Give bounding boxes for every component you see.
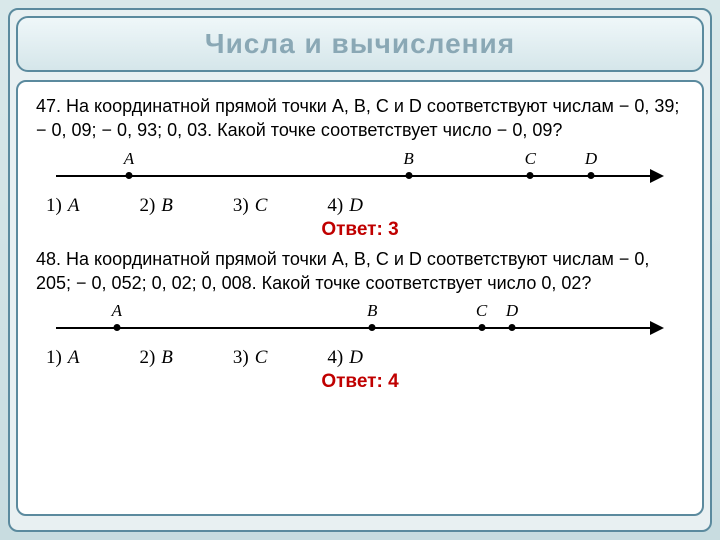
point-b	[369, 324, 376, 331]
problem-47-body: На координатной прямой точки A, B, C и D…	[36, 96, 679, 140]
label-a: A	[124, 149, 134, 169]
options-47: 1)A 2)B 3)C 4)D	[46, 195, 674, 217]
label-b: B	[367, 301, 377, 321]
answer-47: Ответ: 3	[36, 219, 684, 241]
point-c	[527, 172, 534, 179]
problem-47-text: 47. На координатной прямой точки A, B, C…	[36, 94, 684, 143]
number-line-48: A B C D	[56, 301, 664, 341]
point-d	[588, 172, 595, 179]
option-4: 4)D	[327, 347, 363, 369]
option-2: 2)B	[139, 195, 172, 217]
line-segment	[56, 327, 652, 329]
problem-48-body: На координатной прямой точки A, B, C и D…	[36, 249, 649, 293]
answer-48: Ответ: 4	[36, 371, 684, 393]
label-b: B	[403, 149, 413, 169]
problem-47-number: 47.	[36, 96, 61, 116]
option-3: 3)C	[233, 195, 268, 217]
option-1: 1)A	[46, 347, 79, 369]
option-1: 1)A	[46, 195, 79, 217]
arrow-icon	[650, 169, 664, 183]
label-c: C	[525, 149, 536, 169]
label-c: C	[476, 301, 487, 321]
point-c	[478, 324, 485, 331]
option-3: 3)C	[233, 347, 268, 369]
label-d: D	[506, 301, 518, 321]
slide-frame: Числа и вычисления 47. На координатной п…	[8, 8, 712, 532]
problem-48-text: 48. На координатной прямой точки A, B, C…	[36, 247, 684, 296]
options-48: 1)A 2)B 3)C 4)D	[46, 347, 674, 369]
option-2: 2)B	[139, 347, 172, 369]
arrow-icon	[650, 321, 664, 335]
point-d	[509, 324, 516, 331]
number-line-47: A B C D	[56, 149, 664, 189]
label-a: A	[112, 301, 122, 321]
label-d: D	[585, 149, 597, 169]
point-b	[405, 172, 412, 179]
title-bar: Числа и вычисления	[16, 16, 704, 72]
problem-48-number: 48.	[36, 249, 61, 269]
content-panel: 47. На координатной прямой точки A, B, C…	[16, 80, 704, 516]
point-a	[113, 324, 120, 331]
page-title: Числа и вычисления	[38, 28, 682, 60]
line-segment	[56, 175, 652, 177]
option-4: 4)D	[327, 195, 363, 217]
point-a	[125, 172, 132, 179]
